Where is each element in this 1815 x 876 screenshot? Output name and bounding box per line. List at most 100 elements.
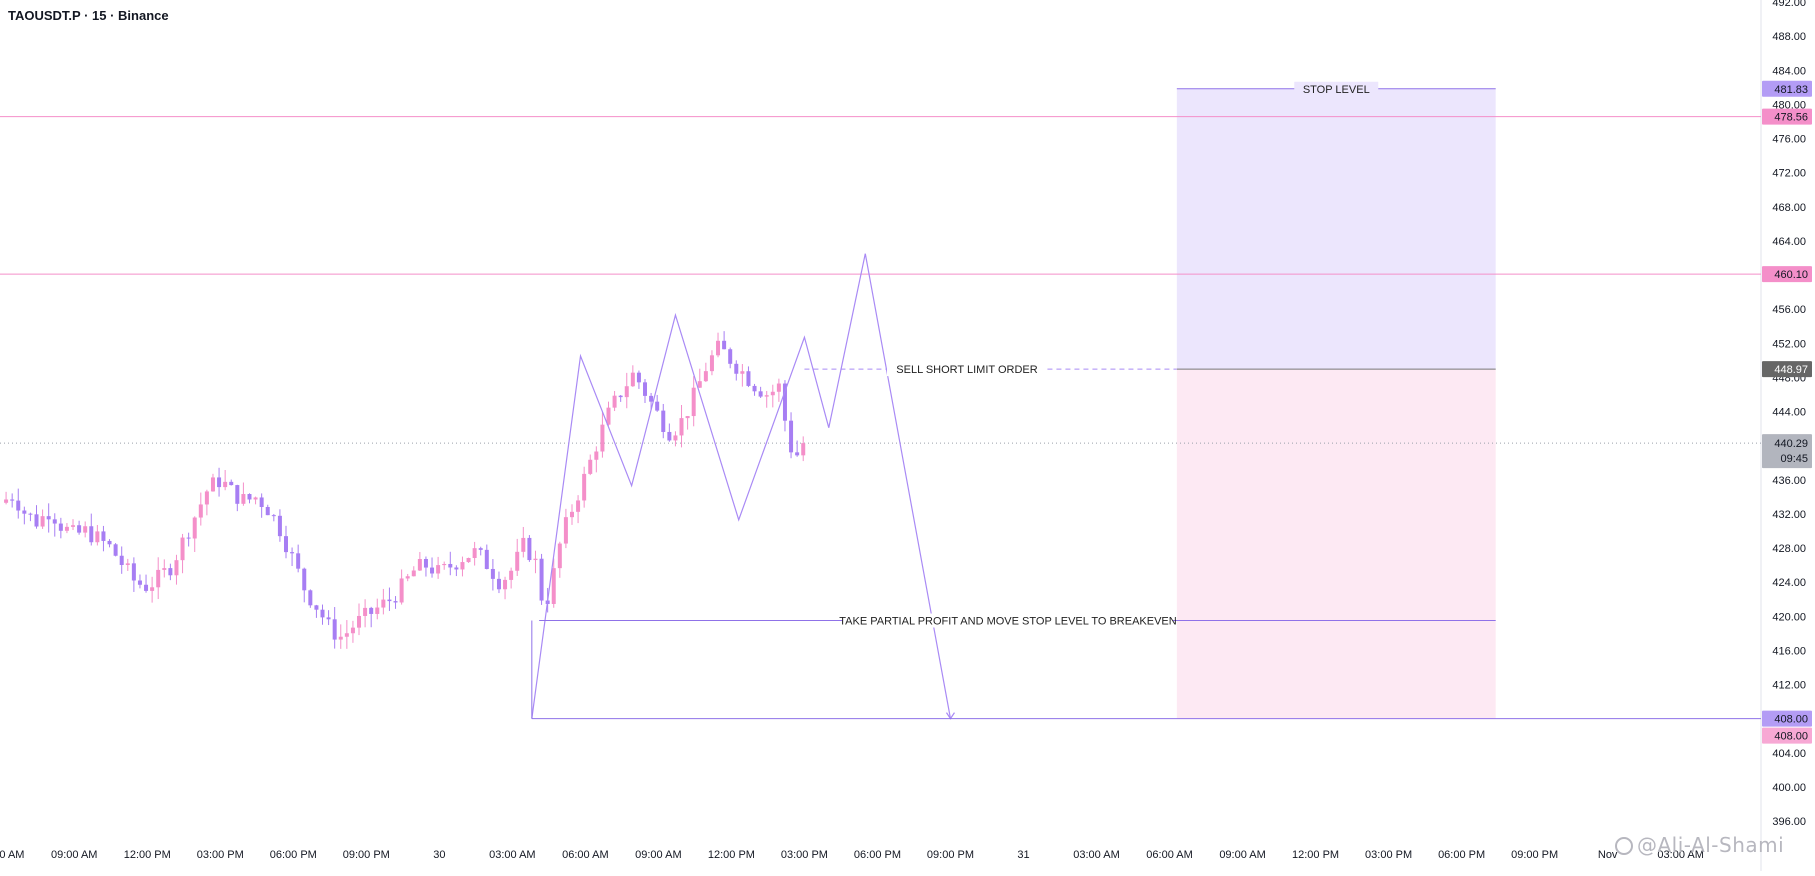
candle <box>64 523 69 534</box>
candle-body <box>363 607 368 616</box>
candle <box>509 567 514 589</box>
candle <box>600 412 605 458</box>
candle <box>521 526 526 558</box>
candle-body <box>125 563 130 566</box>
candle-body <box>679 418 684 436</box>
candle-body <box>728 349 733 364</box>
candle <box>764 390 769 408</box>
candle-body <box>624 386 629 398</box>
candle-body <box>655 401 660 411</box>
candle-body <box>667 431 672 441</box>
candle-body <box>795 452 800 456</box>
candle-body <box>381 599 386 608</box>
candle-body <box>691 387 696 417</box>
candle-body <box>89 526 94 543</box>
y-tick-label: 452.00 <box>1772 338 1806 350</box>
candle-body <box>28 513 33 515</box>
candle <box>709 350 714 376</box>
candle-body <box>630 372 635 387</box>
candle-body <box>247 494 252 500</box>
time-axis[interactable]: 06:00 AM 09:00 AM 12:00 PM 03:00 PM 06:00 PM… <box>0 849 1704 861</box>
candle-body <box>746 371 751 386</box>
candle-body <box>217 477 222 488</box>
candle-body <box>259 497 264 507</box>
stop-zone <box>1176 88 1496 370</box>
candle <box>283 525 288 559</box>
candle <box>685 416 690 430</box>
stop-level-label: STOP LEVEL <box>1303 84 1370 96</box>
candle <box>551 558 556 608</box>
candle <box>52 513 57 537</box>
candle-body <box>326 617 331 620</box>
x-tick-label: 06:00 AM <box>0 849 24 861</box>
candle-body <box>46 516 51 520</box>
candle <box>612 390 617 412</box>
candle-body <box>448 563 453 568</box>
candle-body <box>521 537 526 552</box>
candle <box>527 535 532 562</box>
position-zones <box>1176 88 1496 719</box>
candle <box>606 401 611 426</box>
last-price-badge: 440.29 <box>1774 438 1808 450</box>
candle <box>636 370 641 389</box>
candle-body <box>296 553 301 569</box>
candle-body <box>393 601 398 603</box>
candle <box>186 532 191 547</box>
y-tick-label: 428.00 <box>1772 543 1806 555</box>
candle-body <box>776 383 781 392</box>
y-tick-label: 420.00 <box>1772 611 1806 623</box>
candle <box>691 376 696 427</box>
candle-body <box>16 500 21 511</box>
candle <box>253 496 258 505</box>
candle-body <box>636 372 641 383</box>
candle <box>332 607 337 649</box>
candle <box>703 362 708 383</box>
candle <box>423 556 428 577</box>
candle <box>22 506 27 525</box>
y-tick-label: 444.00 <box>1772 407 1806 419</box>
candle-body <box>649 395 654 402</box>
candle-body <box>271 515 276 517</box>
candle-body <box>472 548 477 559</box>
candle-body <box>770 391 775 396</box>
x-tick-label: 03:00 PM <box>197 849 244 861</box>
candle-body <box>22 510 27 514</box>
candle-body <box>533 558 538 561</box>
candle-body <box>612 395 617 408</box>
candle <box>411 566 416 577</box>
candle-body <box>606 407 611 425</box>
candle <box>387 587 392 611</box>
candle <box>661 403 666 439</box>
candle-body <box>375 607 380 614</box>
candle <box>174 554 179 585</box>
candle <box>430 557 435 578</box>
candle <box>716 332 721 358</box>
candle <box>34 505 39 529</box>
candle-body <box>490 568 495 579</box>
y-tick-label: 480.00 <box>1772 99 1806 111</box>
candle <box>515 538 520 576</box>
candle <box>576 495 581 524</box>
candle-body <box>515 551 520 571</box>
candle <box>350 620 355 643</box>
symbol-title: TAOUSDT.P · 15 · Binance <box>8 8 169 23</box>
candle <box>95 524 100 546</box>
candle-body <box>290 552 295 554</box>
candle-body <box>180 537 185 561</box>
price-label-target-alt-bg <box>1762 727 1812 744</box>
candle <box>582 466 587 508</box>
x-tick-label: 12:00 PM <box>708 849 755 861</box>
candle-body <box>411 570 416 577</box>
x-tick-label: 09:00 AM <box>51 849 97 861</box>
candle-body <box>643 382 648 396</box>
candle <box>728 347 733 369</box>
y-tick-label: 488.00 <box>1772 31 1806 43</box>
candle <box>277 509 282 542</box>
y-tick-label: 476.00 <box>1772 134 1806 146</box>
candle <box>375 598 380 620</box>
watermark: @Ali-Al-Shami <box>1615 833 1784 857</box>
x-tick-label: 06:00 PM <box>1438 849 1485 861</box>
x-tick-label: 09:00 PM <box>1511 849 1558 861</box>
